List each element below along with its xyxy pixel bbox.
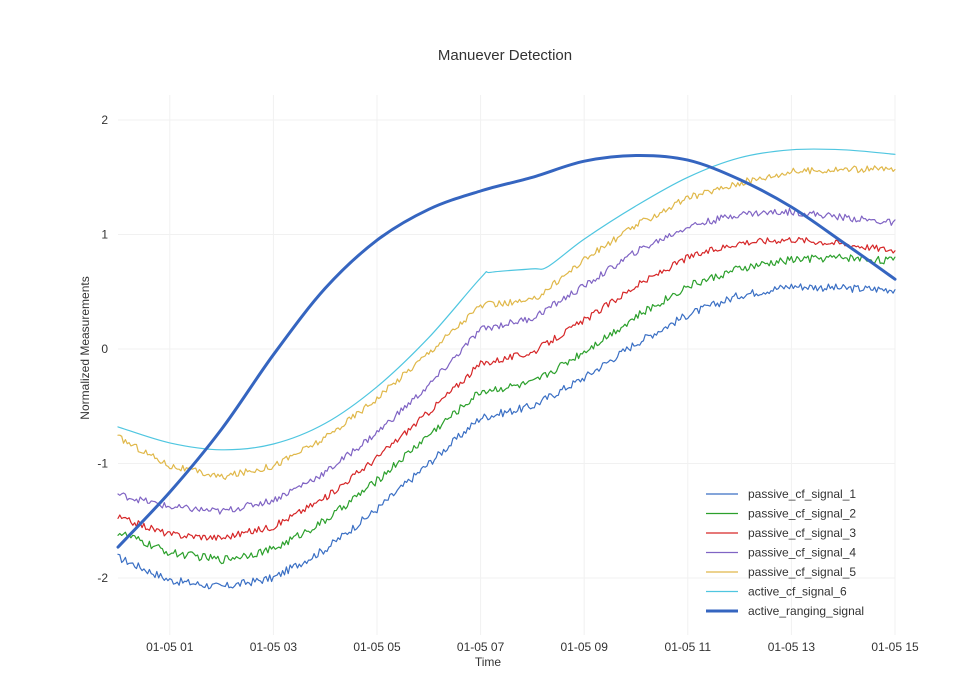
series-lines <box>116 148 897 590</box>
series-line-passive-cf-signal-3 <box>117 236 896 541</box>
legend-entry: passive_cf_signal_4 <box>748 546 856 560</box>
x-tick-label: 01-05 07 <box>457 640 505 654</box>
y-tick-label: -2 <box>97 571 108 585</box>
x-tick-label: 01-05 09 <box>561 640 609 654</box>
chart-title: Manuever Detection <box>438 47 572 64</box>
y-tick-label: -1 <box>97 457 108 471</box>
series-line-passive-cf-signal-1 <box>117 283 896 590</box>
legend-entry: passive_cf_signal_2 <box>748 507 856 521</box>
y-tick-label: 1 <box>101 228 108 242</box>
legend-entry: active_ranging_signal <box>748 604 864 618</box>
legend-entry: passive_cf_signal_5 <box>748 565 856 579</box>
axes: 01-05 01 01-05 03 01-05 05 01-05 07 01-05 09… <box>97 113 919 654</box>
series-line-active-cf-signal-6 <box>117 148 896 451</box>
x-tick-label: 01-05 13 <box>768 640 816 654</box>
x-tick-label: 01-05 01 <box>146 640 194 654</box>
series-line-active-ranging-signal <box>116 153 897 549</box>
x-axis-label: Time <box>475 655 502 669</box>
y-axis-label: Normalized Measurements <box>78 276 92 419</box>
legend-entry: active_cf_signal_6 <box>748 585 847 599</box>
x-tick-label: 01-05 11 <box>665 640 712 654</box>
y-tick-label: 0 <box>101 342 108 356</box>
series-line-passive-cf-signal-2 <box>117 253 896 565</box>
series-line-passive-cf-signal-4 <box>117 207 896 515</box>
x-tick-label: 01-05 15 <box>871 640 919 654</box>
grid <box>118 95 896 635</box>
y-tick-label: 2 <box>101 113 108 127</box>
legend-entry: passive_cf_signal_3 <box>748 526 856 540</box>
legend: passive_cf_signal_1 passive_cf_signal_2pa… <box>706 487 864 618</box>
x-tick-label: 01-05 05 <box>353 640 401 654</box>
x-tick-label: 01-05 03 <box>250 640 298 654</box>
series-line-passive-cf-signal-5 <box>117 165 896 480</box>
legend-entry: passive_cf_signal_1 <box>748 487 856 501</box>
